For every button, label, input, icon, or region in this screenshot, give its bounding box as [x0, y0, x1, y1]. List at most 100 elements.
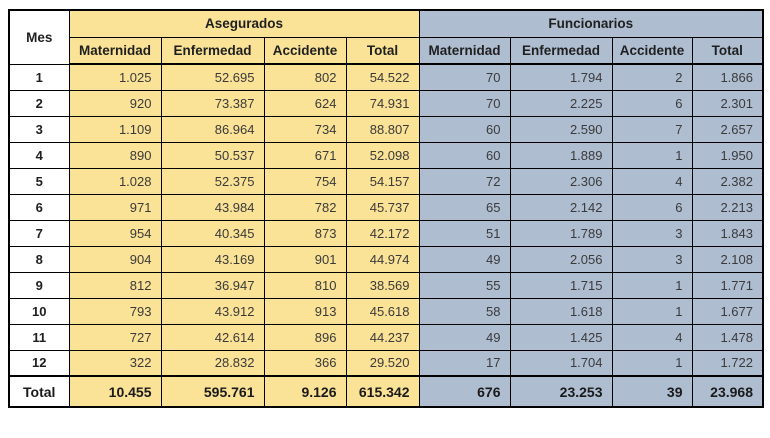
asegurados-value-cell: 50.537 — [160, 141, 265, 169]
month-cell: 10 — [8, 297, 70, 325]
table-body: 1 1.025 52.695 802 54.522 70 1.794 2 1.866 2 920 73… — [8, 63, 764, 408]
group-header-row: Mes Asegurados Funcionarios — [8, 9, 764, 65]
asegurados-value-cell: 52.098 — [345, 141, 420, 169]
funcionarios-value-cell: 2.590 — [509, 115, 613, 143]
funcionarios-value-cell: 1.866 — [691, 63, 764, 91]
asegurados-value-cell: 52.375 — [160, 167, 265, 195]
asegurados-value-cell: 812 — [68, 271, 162, 299]
funcionarios-value-cell: 7 — [611, 115, 693, 143]
asegurados-value-cell: 366 — [263, 349, 347, 377]
asegurados-value-cell: 43.169 — [160, 245, 265, 273]
asegurados-value-cell: 38.569 — [345, 271, 420, 299]
funcionarios-value-cell: 65 — [418, 193, 511, 221]
month-cell: 3 — [8, 115, 70, 143]
month-cell: 5 — [8, 167, 70, 195]
col-header-funcionarios-accidente: Accidente — [611, 36, 693, 65]
funcionarios-value-cell: 2.142 — [509, 193, 613, 221]
asegurados-value-cell: 86.964 — [160, 115, 265, 143]
funcionarios-value-cell: 70 — [418, 63, 511, 91]
asegurados-total-cell: 10.455 — [68, 375, 162, 408]
col-header-asegurados-accidente: Accidente — [263, 36, 347, 65]
asegurados-value-cell: 45.737 — [345, 193, 420, 221]
asegurados-value-cell: 43.984 — [160, 193, 265, 221]
funcionarios-value-cell: 1 — [611, 141, 693, 169]
asegurados-value-cell: 42.614 — [160, 323, 265, 351]
funcionarios-value-cell: 49 — [418, 323, 511, 351]
month-cell: 9 — [8, 271, 70, 299]
table-row: 3 1.109 86.964 734 88.807 60 2.590 7 2.657 — [8, 115, 764, 143]
table-row: 9 812 36.947 810 38.569 55 1.715 1 1.771 — [8, 271, 764, 299]
asegurados-value-cell: 45.618 — [345, 297, 420, 325]
table-row: 11 727 42.614 896 44.237 49 1.425 4 1.478 — [8, 323, 764, 351]
month-cell: 6 — [8, 193, 70, 221]
funcionarios-value-cell: 1.771 — [691, 271, 764, 299]
table-row: 2 920 73.387 624 74.931 70 2.225 6 2.301 — [8, 89, 764, 117]
asegurados-value-cell: 782 — [263, 193, 347, 221]
month-cell: 12 — [8, 349, 70, 377]
asegurados-value-cell: 734 — [263, 115, 347, 143]
funcionarios-value-cell: 4 — [611, 323, 693, 351]
funcionarios-value-cell: 1.843 — [691, 219, 764, 247]
asegurados-total-cell: 615.342 — [345, 375, 420, 408]
funcionarios-value-cell: 17 — [418, 349, 511, 377]
funcionarios-value-cell: 1.618 — [509, 297, 613, 325]
asegurados-value-cell: 322 — [68, 349, 162, 377]
asegurados-value-cell: 802 — [263, 63, 347, 91]
funcionarios-value-cell: 1.950 — [691, 141, 764, 169]
col-header-funcionarios-maternidad: Maternidad — [418, 36, 511, 65]
table-header: Mes Asegurados Funcionarios Maternidad E… — [8, 9, 764, 65]
asegurados-value-cell: 74.931 — [345, 89, 420, 117]
funcionarios-total-cell: 23.968 — [691, 375, 764, 408]
asegurados-value-cell: 44.237 — [345, 323, 420, 351]
asegurados-value-cell: 920 — [68, 89, 162, 117]
asegurados-value-cell: 901 — [263, 245, 347, 273]
funcionarios-value-cell: 72 — [418, 167, 511, 195]
asegurados-value-cell: 1.025 — [68, 63, 162, 91]
month-cell: 7 — [8, 219, 70, 247]
funcionarios-value-cell: 70 — [418, 89, 511, 117]
funcionarios-value-cell: 60 — [418, 115, 511, 143]
asegurados-value-cell: 43.912 — [160, 297, 265, 325]
funcionarios-value-cell: 3 — [611, 245, 693, 273]
funcionarios-value-cell: 2.306 — [509, 167, 613, 195]
total-row: Total 10.455 595.761 9.126 615.342 676 23.253 3… — [8, 375, 764, 408]
asegurados-value-cell: 29.520 — [345, 349, 420, 377]
asegurados-value-cell: 873 — [263, 219, 347, 247]
column-header-row: Maternidad Enfermedad Accidente Total Ma… — [9, 36, 764, 65]
funcionarios-value-cell: 2.382 — [691, 167, 764, 195]
month-cell: 8 — [8, 245, 70, 273]
funcionarios-total-cell: 23.253 — [509, 375, 613, 408]
table-row: 10 793 43.912 913 45.618 58 1.618 1 1.677 — [8, 297, 764, 325]
asegurados-value-cell: 54.522 — [345, 63, 420, 91]
funcionarios-value-cell: 1 — [611, 349, 693, 377]
funcionarios-value-cell: 1.722 — [691, 349, 764, 377]
funcionarios-value-cell: 1.425 — [509, 323, 613, 351]
funcionarios-value-cell: 2.301 — [691, 89, 764, 117]
asegurados-value-cell: 671 — [263, 141, 347, 169]
table-row: 8 904 43.169 901 44.974 49 2.056 3 2.108 — [8, 245, 764, 273]
funcionarios-value-cell: 49 — [418, 245, 511, 273]
total-label-cell: Total — [8, 375, 70, 408]
asegurados-total-cell: 9.126 — [263, 375, 347, 408]
asegurados-value-cell: 624 — [263, 89, 347, 117]
asegurados-value-cell: 73.387 — [160, 89, 265, 117]
funcionarios-value-cell: 2.213 — [691, 193, 764, 221]
table-row: 4 890 50.537 671 52.098 60 1.889 1 1.950 — [8, 141, 764, 169]
table-row: 6 971 43.984 782 45.737 65 2.142 6 2.213 — [8, 193, 764, 221]
asegurados-value-cell: 793 — [68, 297, 162, 325]
asegurados-value-cell: 896 — [263, 323, 347, 351]
asegurados-value-cell: 1.028 — [68, 167, 162, 195]
asegurados-value-cell: 727 — [68, 323, 162, 351]
col-header-asegurados-total: Total — [345, 36, 420, 65]
asegurados-value-cell: 890 — [68, 141, 162, 169]
month-cell: 2 — [8, 89, 70, 117]
asegurados-value-cell: 810 — [263, 271, 347, 299]
funcionarios-value-cell: 1 — [611, 271, 693, 299]
asegurados-value-cell: 54.157 — [345, 167, 420, 195]
asegurados-total-cell: 595.761 — [160, 375, 265, 408]
asegurados-value-cell: 88.807 — [345, 115, 420, 143]
funcionarios-value-cell: 2.657 — [691, 115, 764, 143]
col-header-funcionarios-total: Total — [691, 36, 764, 65]
insurance-monthly-table: Mes Asegurados Funcionarios Maternidad E… — [8, 9, 764, 408]
funcionarios-value-cell: 6 — [611, 89, 693, 117]
